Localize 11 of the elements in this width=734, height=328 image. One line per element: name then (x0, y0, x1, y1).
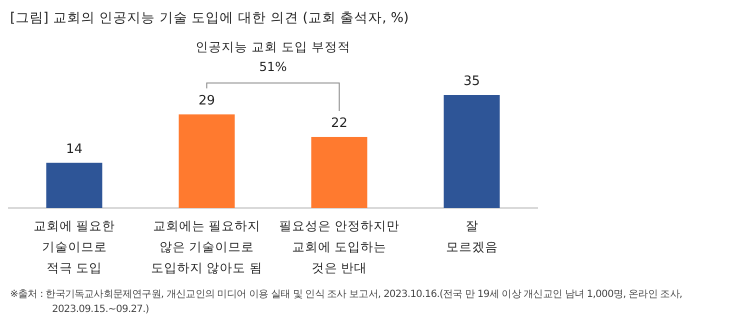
data-label: 22 (330, 116, 348, 131)
x-tick-label: 교회에는 필요하지 않은 기술이므로 도입하지 않아도 됨 (150, 218, 263, 275)
x-tick-label: 잘 모르겠음 (446, 218, 498, 254)
text: 인공지능 교회 도입 부정적 51% (196, 39, 350, 74)
data-label: 35 (463, 74, 480, 89)
data-label: 14 (66, 142, 83, 157)
text: ※출처 : 한국기독교사회문제연구원, 개신교인의 미디어 이용 실태 및 인식 조사 보고서, 2023.10.16.(전국 만 19세 이상 개신교인 남녀 1,000명, 온라인 조사, 2023.09.15.~09.27.) (10, 289, 682, 315)
x-tick-label: 필요성은 안정하지만 교회에 도입하는 것은 반대 (278, 218, 400, 275)
data-label: 29 (198, 93, 216, 108)
x-tick-label: 교회에 필요한 기술이므로 적극 도입 (33, 218, 116, 275)
chart-title: [그림] 교회의 인공지능 기술 도입에 대한 의견 (교회 출석자, %) (10, 10, 409, 26)
